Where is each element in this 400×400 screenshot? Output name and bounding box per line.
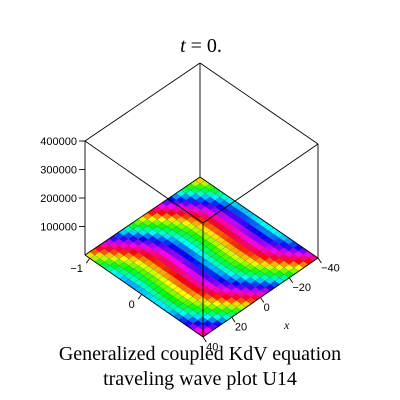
x-tick [231,316,236,323]
x-tick [288,277,294,283]
x-tick [317,257,322,264]
box-edge [84,254,204,338]
x-tick-label: −20 [292,282,311,294]
x-tick-label: −40 [321,262,340,274]
caption-line-2: traveling wave plot U14 [103,368,297,390]
x-tick-label: 0 [264,302,270,314]
box-edge [199,176,319,259]
caption-line-1: Generalized coupled KdV equation [58,343,342,365]
chart-title: t = 0. [180,35,222,57]
x-axis-label: x [283,318,290,332]
box-edge [199,62,319,145]
x-tick [260,297,265,303]
x-tick [202,336,207,343]
y-tick [85,258,91,264]
z-tick-label: 200000 [40,193,77,205]
z-tick-label: 400000 [40,136,77,148]
axis-ticks: 100000 200000 300000 400000 −40 −20 0 20 40 −1 0 [40,136,339,353]
z-tick-label: 300000 [40,165,77,177]
surface-mesh [84,176,319,338]
z-tick-label: 100000 [40,222,77,234]
box-edge [84,62,201,142]
box-edge [84,140,204,224]
x-tick-label: 40 [206,341,218,353]
box-edge [202,143,319,224]
figure-caption: Generalized coupled KdV equation traveli… [0,342,400,392]
y-tick [137,294,143,300]
y-tick-label: 0 [129,299,135,311]
y-tick-label: −1 [70,263,83,275]
box-edge [84,176,201,256]
x-tick-label: 20 [235,322,247,334]
